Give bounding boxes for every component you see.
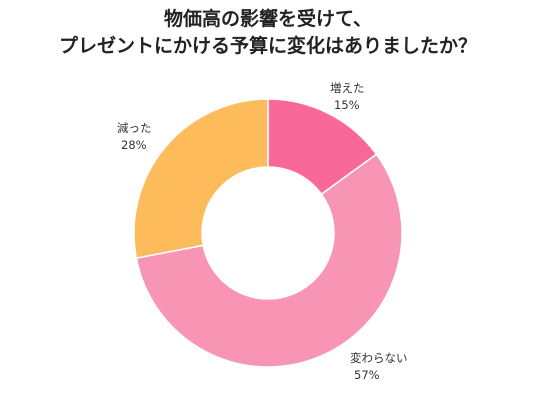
slice-value-label-3: 28% bbox=[121, 138, 147, 152]
slice-value-label-1: 15% bbox=[334, 98, 360, 112]
slice-label-2: 変わらない bbox=[350, 351, 408, 365]
slice-value-label-2: 57% bbox=[354, 368, 380, 382]
chart-title: 物価高の影響を受けて、 プレゼントにかける予算に変化はありましたか？ bbox=[0, 6, 536, 60]
chart-title-line-2: プレゼントにかける予算に変化はありましたか？ bbox=[58, 35, 477, 57]
donut-slices bbox=[133, 98, 403, 368]
slice-label-3: 減った bbox=[117, 121, 152, 135]
donut-slice-3 bbox=[133, 98, 269, 259]
donut-slice-2 bbox=[135, 153, 403, 368]
chart-title-line-1: 物価高の影響を受けて、 bbox=[163, 8, 373, 30]
slice-labels: 増えた 15% 変わらない 57% 減った 28% bbox=[117, 81, 408, 382]
slice-label-1: 増えた bbox=[330, 81, 365, 95]
